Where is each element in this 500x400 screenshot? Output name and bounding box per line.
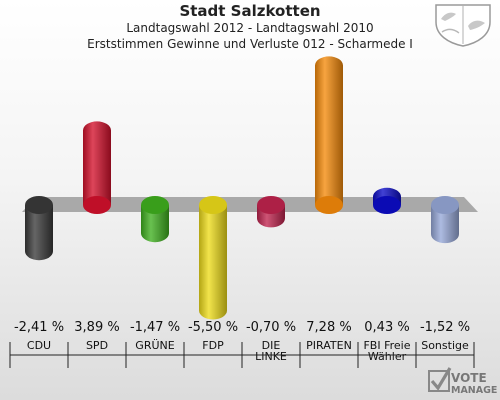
bar-cap-1 (25, 196, 53, 214)
value-label: -0,70 % (246, 320, 296, 335)
category-label: SPD (86, 339, 108, 352)
chart-title: Stadt Salzkotten (179, 2, 321, 20)
bar-3 (141, 205, 169, 243)
bar-4 (199, 205, 227, 320)
category-label: DIE (262, 339, 281, 352)
bar-cap-6 (315, 196, 343, 214)
vote-manager-logo: VOTE MANAGER (428, 367, 498, 396)
value-label: -2,41 % (14, 320, 64, 335)
bar-8 (431, 205, 459, 244)
logo-text-vote: VOTE (451, 371, 487, 385)
bar-cap-5 (257, 196, 285, 214)
bar-6 (315, 56, 343, 205)
category-label: GRÜNE (135, 339, 174, 352)
bar-cap-3 (141, 196, 169, 214)
bar-cap-4 (199, 196, 227, 214)
category-label: LINKE (255, 350, 287, 363)
value-label: -5,50 % (188, 320, 238, 335)
coat-of-arms-icon (435, 4, 491, 47)
bar-2 (83, 121, 111, 205)
category-label: PIRATEN (306, 339, 352, 352)
bar-cap-8 (431, 196, 459, 214)
bar-cap-7 (373, 196, 401, 214)
category-label: Wähler (368, 350, 407, 363)
value-labels-group: -2,41 % 3,89 % -1,47 % -5,50 % -0,70 % 7,28 %… (14, 320, 470, 335)
bar-1 (25, 205, 53, 261)
value-label: -1,52 % (420, 320, 470, 335)
value-label: -1,47 % (130, 320, 180, 335)
bars-group (25, 56, 459, 320)
chart-subtitle-detail: Erststimmen Gewinne und Verluste 012 - S… (87, 37, 413, 51)
value-label: 7,28 % (306, 320, 351, 335)
category-label: FBI Freie (363, 339, 410, 352)
value-label: 0,43 % (364, 320, 409, 335)
bar-cap-2 (83, 196, 111, 214)
value-label: 3,89 % (74, 320, 119, 335)
category-label: Sonstige (421, 339, 469, 352)
category-label: CDU (27, 339, 51, 352)
baseline-plane (22, 197, 478, 212)
category-label: FDP (202, 339, 224, 352)
logo-text-manager: MANAGER (451, 385, 498, 396)
checkmark-icon (428, 367, 452, 392)
chart-subtitle: Landtagswahl 2012 - Landtagswahl 2010 (126, 21, 374, 35)
